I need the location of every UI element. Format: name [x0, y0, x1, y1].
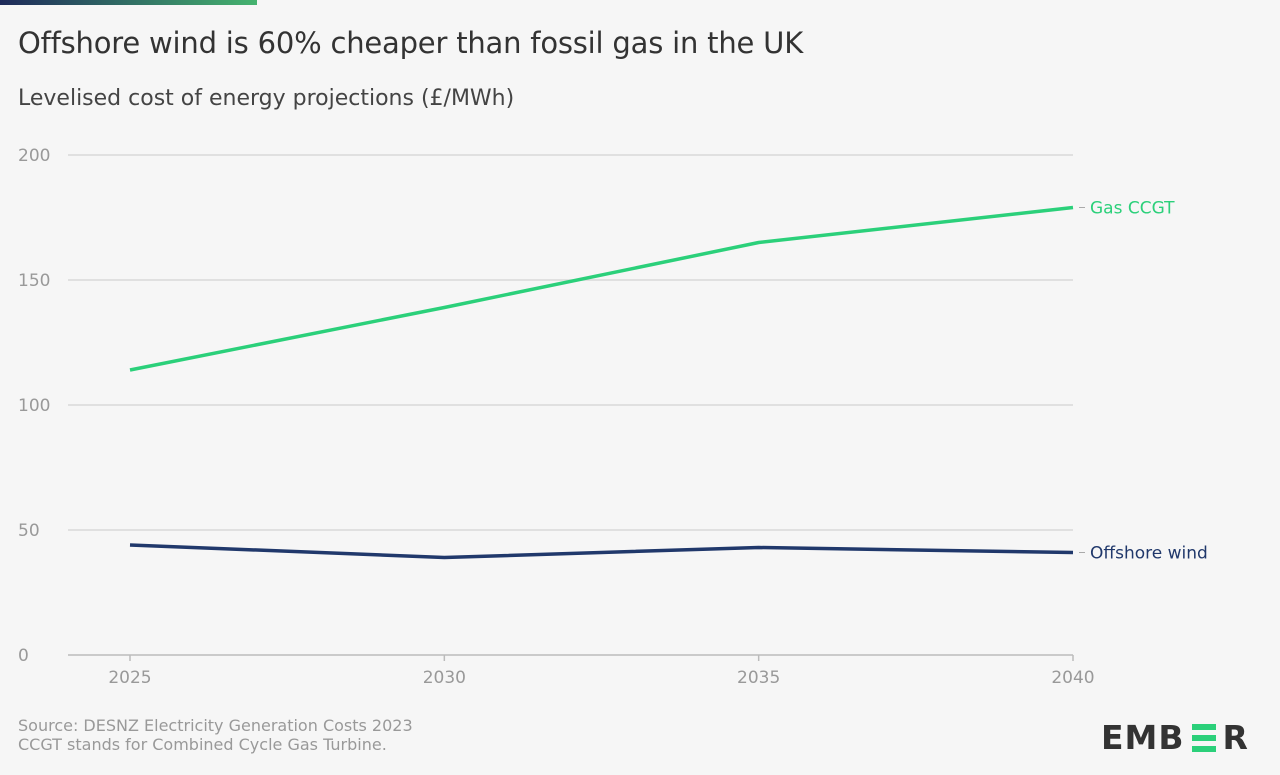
chart-title: Offshore wind is 60% cheaper than fossil… [18, 26, 804, 60]
footer-notes: Source: DESNZ Electricity Generation Cos… [18, 716, 413, 754]
x-tick-label: 2025 [108, 668, 151, 688]
brand-accent-bar [0, 0, 257, 5]
x-tick-label: 2040 [1051, 668, 1094, 688]
y-tick-label: 150 [18, 271, 50, 291]
y-tick-label: 200 [18, 146, 50, 166]
series-label: Offshore wind [1090, 544, 1208, 564]
chart-subtitle: Levelised cost of energy projections (£/… [18, 86, 515, 111]
series-label: Gas CCGT [1090, 199, 1175, 219]
y-tick-label: 100 [18, 396, 50, 416]
series-line-offshore-wind [129, 543, 1074, 560]
footnote-text: CCGT stands for Combined Cycle Gas Turbi… [18, 735, 387, 754]
source-text: Source: DESNZ Electricity Generation Cos… [18, 716, 413, 735]
x-tick-label: 2035 [737, 668, 780, 688]
x-tick-label: 2030 [423, 668, 466, 688]
y-tick-label: 50 [18, 521, 40, 541]
y-tick-label: 0 [18, 646, 29, 666]
ember-logo: EMB R [1101, 718, 1249, 757]
series-line-gas-ccgt [129, 205, 1074, 372]
